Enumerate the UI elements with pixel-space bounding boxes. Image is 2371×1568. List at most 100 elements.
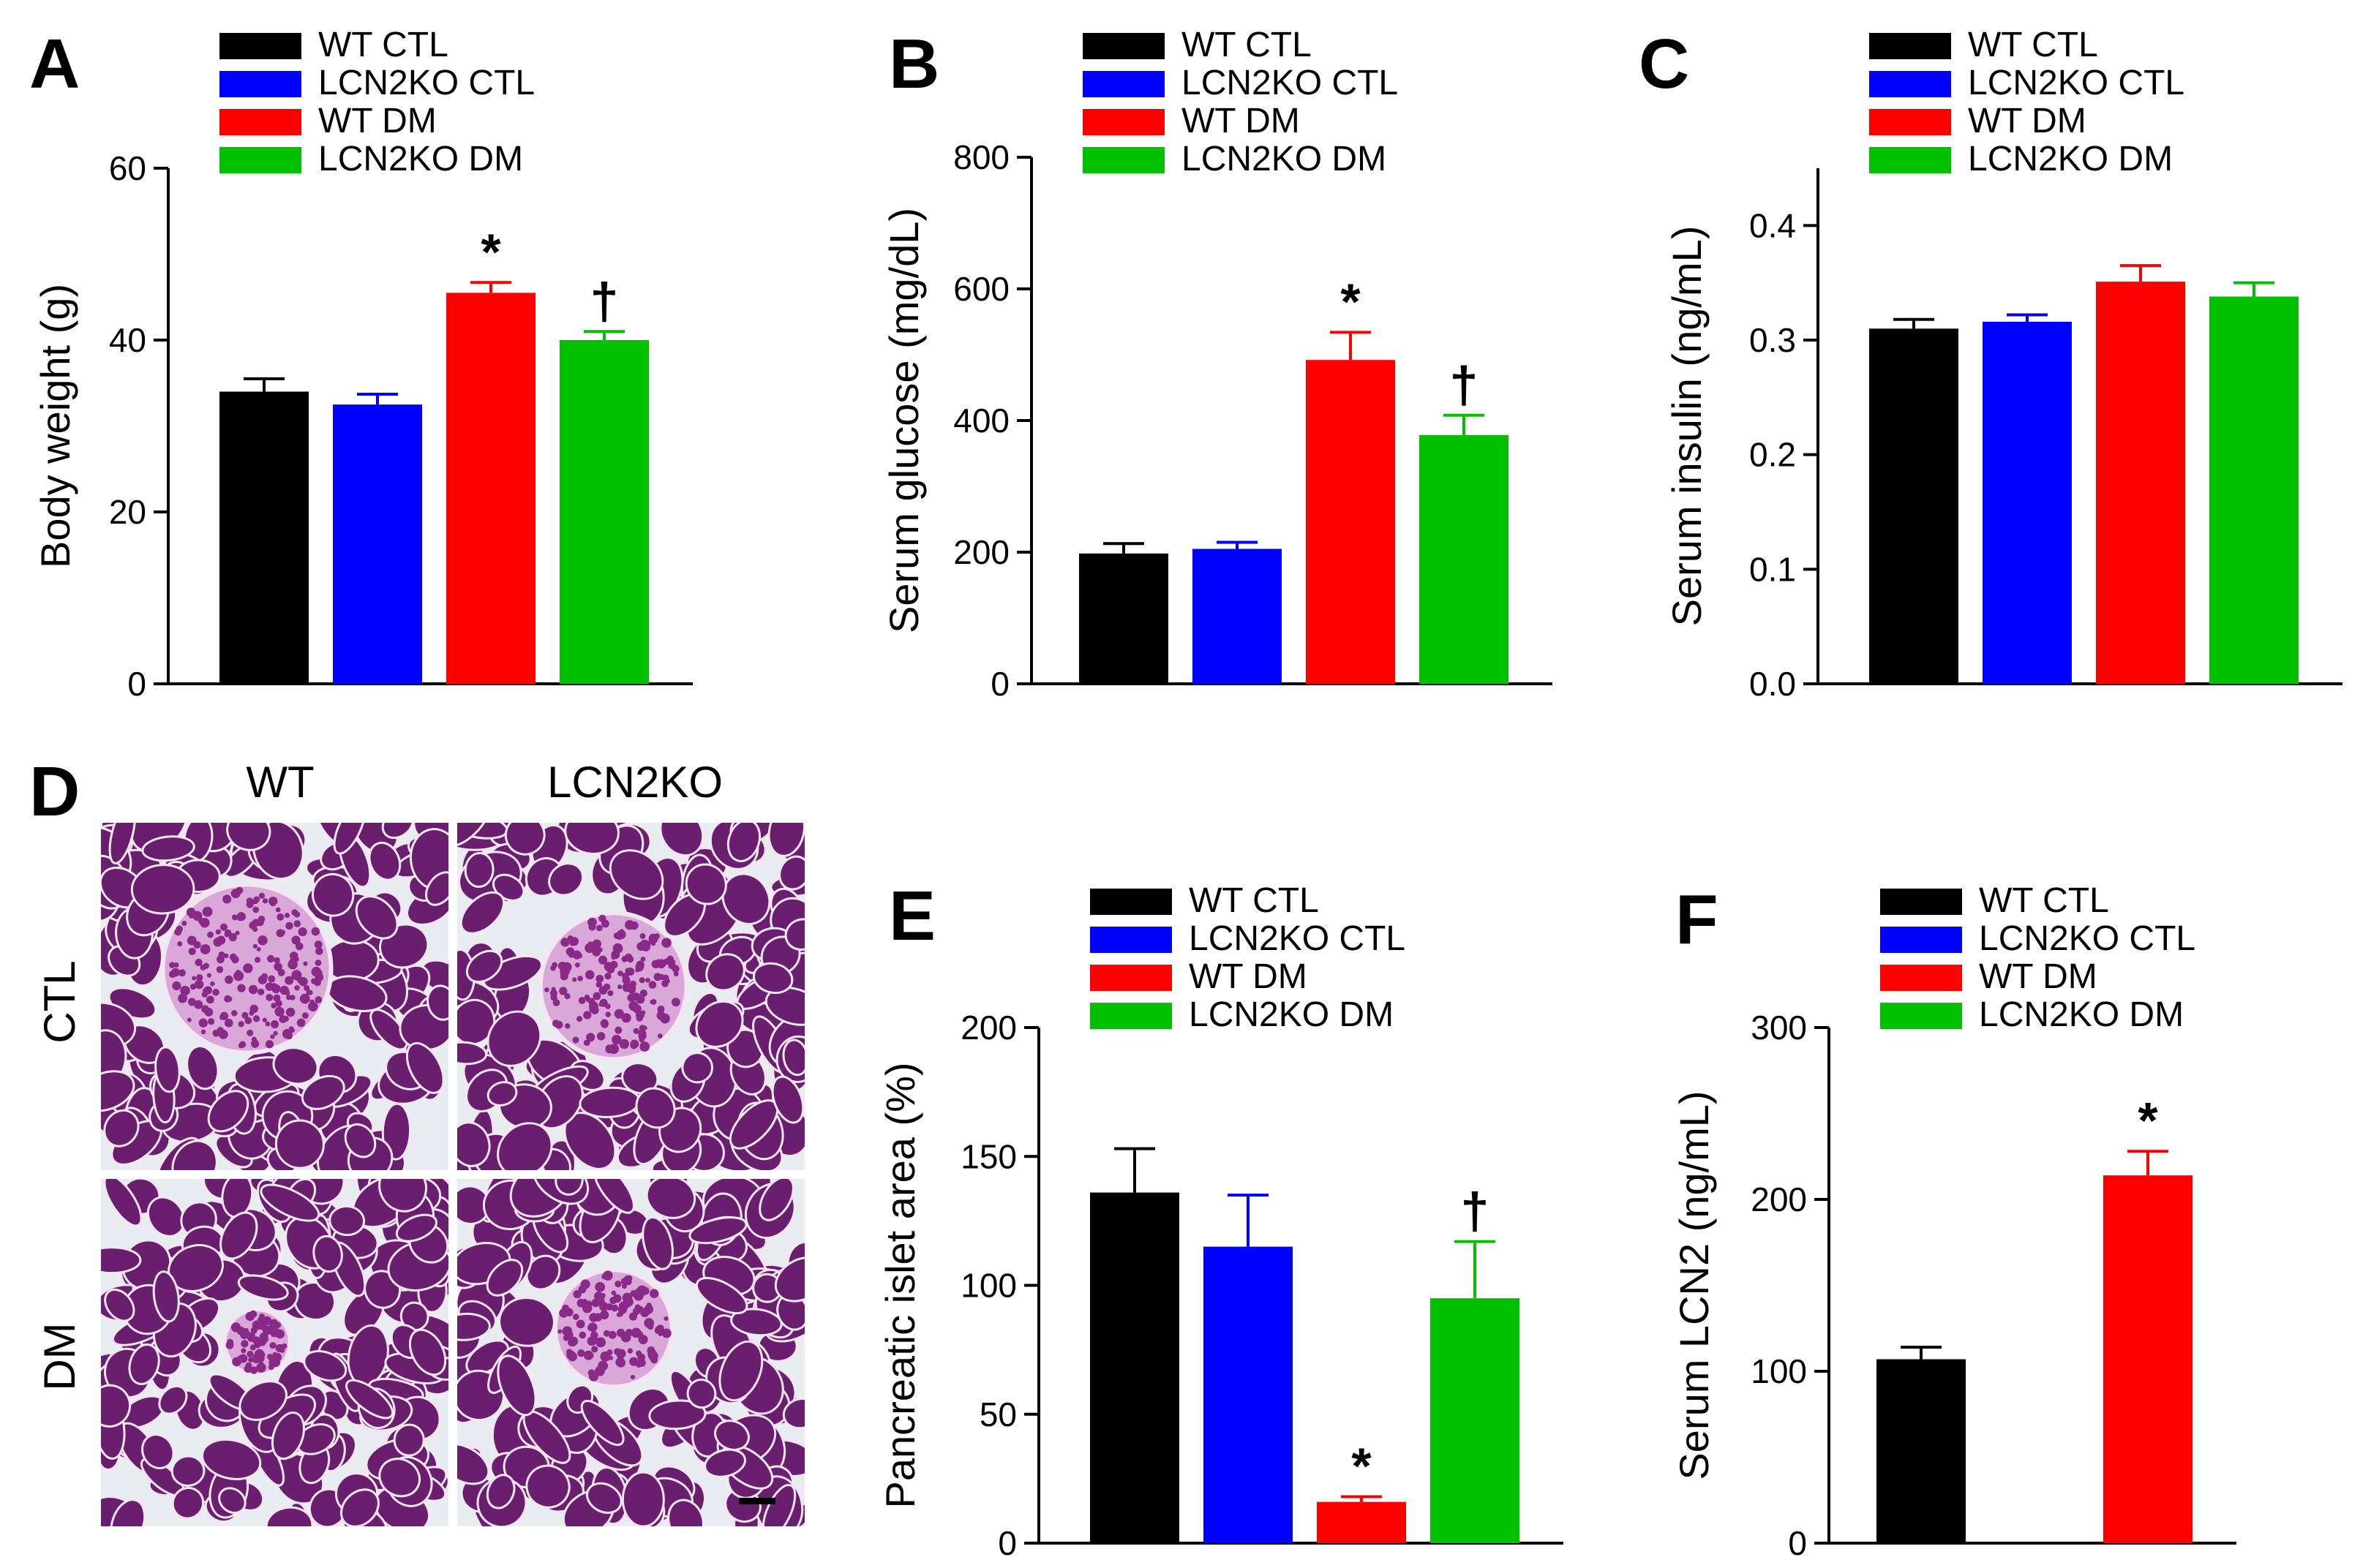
legend-swatch-c-1 (1869, 71, 1951, 97)
bar-c-0 (1869, 328, 1958, 684)
y-axis-label-e: Pancreatic islet area (%) (877, 1062, 923, 1508)
significance-mark-f-1: * (2138, 1092, 2158, 1149)
column-label-wt: WT (246, 758, 314, 807)
scale-bar (739, 1498, 775, 1504)
y-tick-label-b-1: 200 (953, 533, 1010, 571)
y-tick-label-c-1: 0.1 (1749, 550, 1796, 588)
legend-label-e-3: LCN2KO DM (1189, 995, 1394, 1034)
significance-mark-a-2: * (481, 223, 501, 280)
panel-letter-b: B (889, 25, 939, 103)
legend-label-f-0: WT CTL (1979, 881, 2109, 920)
legend-label-a-1: LCN2KO CTL (318, 64, 535, 102)
y-tick-label-b-0: 0 (991, 665, 1010, 703)
legend-label-c-1: LCN2KO CTL (1968, 64, 2184, 102)
legend-swatch-e-3 (1090, 1003, 1172, 1029)
y-tick-label-b-4: 800 (953, 138, 1010, 176)
bar-e-2 (1317, 1501, 1406, 1543)
legend-label-f-3: LCN2KO DM (1979, 995, 2184, 1034)
panel-letter-d: D (29, 753, 80, 831)
micrograph-wt-ctl (101, 823, 448, 1170)
y-tick-label-f-3: 300 (1751, 1009, 1807, 1047)
panel-letter-c: C (1639, 25, 1689, 103)
significance-mark-e-2: * (1351, 1438, 1372, 1495)
significance-mark-e-3: † (1461, 1183, 1489, 1240)
bar-a-1 (333, 404, 422, 684)
bar-a-3 (560, 340, 649, 684)
y-tick-label-e-3: 150 (961, 1137, 1017, 1175)
legend-swatch-f-3 (1880, 1003, 1962, 1029)
legend-label-b-3: LCN2KO DM (1181, 140, 1386, 178)
y-tick-label-a-1: 20 (109, 493, 146, 531)
legend-swatch-c-2 (1869, 109, 1951, 135)
row-label-dm: DM (35, 1322, 84, 1390)
legend-label-b-0: WT CTL (1181, 26, 1312, 64)
significance-mark-b-3: † (1450, 356, 1478, 413)
y-axis-label-f: Serum LCN2 (ng/mL) (1671, 1090, 1717, 1480)
legend-label-c-3: LCN2KO DM (1968, 140, 2173, 178)
legend-label-a-3: LCN2KO DM (318, 140, 523, 178)
y-tick-label-b-3: 600 (953, 270, 1010, 308)
y-tick-label-e-4: 200 (961, 1009, 1017, 1047)
legend-swatch-f-2 (1880, 965, 1962, 991)
bar-a-0 (219, 391, 309, 684)
bar-c-3 (2209, 296, 2299, 684)
bar-a-2 (446, 293, 536, 684)
bar-f-1 (2103, 1175, 2192, 1543)
legend-swatch-e-0 (1090, 889, 1172, 915)
micrograph-lcn2ko-dm (457, 1179, 805, 1526)
legend-swatch-e-2 (1090, 965, 1172, 991)
legend-label-c-0: WT CTL (1968, 26, 2098, 64)
micrograph-lcn2ko-ctl-islet (538, 911, 689, 1062)
legend-swatch-f-0 (1880, 889, 1962, 915)
micrograph-lcn2ko-dm-islet (552, 1267, 675, 1390)
legend-label-a-2: WT DM (318, 102, 437, 140)
micrograph-wt-dm (101, 1179, 448, 1526)
legend-swatch-a-2 (219, 109, 301, 135)
legend-swatch-c-0 (1869, 33, 1951, 59)
bar-c-2 (2096, 282, 2185, 685)
panel-letter-a: A (29, 25, 80, 103)
y-tick-label-e-0: 0 (998, 1524, 1017, 1562)
bar-e-3 (1430, 1298, 1519, 1543)
y-tick-label-e-2: 100 (961, 1267, 1017, 1305)
panel-letter-f: F (1675, 881, 1718, 959)
y-axis-label-a: Body weight (g) (32, 284, 78, 568)
bar-f-0 (1876, 1359, 1966, 1543)
y-tick-label-a-2: 40 (109, 321, 146, 359)
bar-e-1 (1203, 1246, 1293, 1543)
bar-b-1 (1192, 549, 1282, 684)
y-tick-label-c-2: 0.2 (1749, 436, 1796, 474)
bar-b-2 (1306, 360, 1395, 684)
legend-label-a-0: WT CTL (318, 26, 448, 64)
legend-swatch-b-1 (1083, 71, 1165, 97)
y-tick-label-a-0: 0 (127, 665, 146, 703)
micrograph-lcn2ko-ctl (457, 823, 805, 1170)
y-tick-label-b-2: 400 (953, 402, 1010, 440)
legend-label-e-0: WT CTL (1189, 881, 1319, 920)
y-tick-label-f-0: 0 (1788, 1524, 1807, 1562)
legend-label-c-2: WT DM (1968, 102, 2086, 140)
legend-label-b-1: LCN2KO CTL (1181, 64, 1398, 102)
column-label-lcn2ko: LCN2KO (547, 758, 723, 807)
y-axis-label-b: Serum glucose (mg/dL) (881, 208, 927, 633)
bar-b-3 (1419, 434, 1508, 684)
significance-mark-a-3: † (590, 272, 619, 329)
legend-label-f-2: WT DM (1979, 957, 2097, 996)
y-tick-label-f-1: 100 (1751, 1352, 1807, 1390)
bar-e-0 (1090, 1192, 1179, 1543)
legend-label-f-1: LCN2KO CTL (1979, 919, 2195, 958)
legend-label-e-1: LCN2KO CTL (1189, 919, 1405, 958)
y-tick-label-c-3: 0.3 (1749, 321, 1796, 359)
histology-micrographs: WT LCN2KO CTL DM (35, 758, 805, 1526)
y-tick-label-e-1: 50 (980, 1395, 1017, 1433)
legend-swatch-a-1 (219, 71, 301, 97)
legend-swatch-f-1 (1880, 927, 1962, 953)
significance-mark-b-2: * (1340, 273, 1361, 330)
legend-label-e-2: WT DM (1189, 957, 1307, 996)
legend-swatch-a-0 (219, 33, 301, 59)
